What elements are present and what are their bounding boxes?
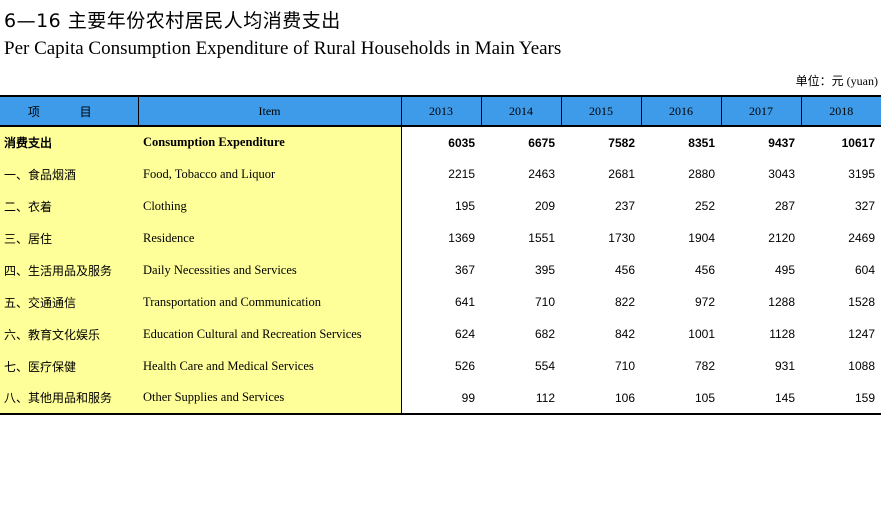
cell-value: 367 — [454, 263, 475, 277]
cell-value: 237 — [614, 199, 635, 213]
cell-value: 159 — [801, 382, 881, 415]
table-row: 六、教育文化娱乐 Education Cultural and Recreatio… — [0, 318, 881, 350]
cell-value: 10617 — [841, 135, 875, 150]
cell-value: 604 — [854, 263, 875, 277]
row-label-en: Other Supplies and Services — [138, 382, 402, 415]
table-row: 七、医疗保健 Health Care and Medical Services 52… — [0, 350, 881, 382]
cell-value: 1528 — [848, 295, 875, 309]
cell-value: 252 — [694, 199, 715, 213]
row-label-en: Transportation and Communication — [138, 286, 402, 318]
header-year: 2017 — [720, 95, 801, 127]
cell-value: 710 — [534, 295, 555, 309]
cell-value: 1128 — [769, 327, 795, 341]
header-year: 2018 — [800, 95, 881, 127]
unit-label: 单位：元 (yuan) — [795, 74, 878, 88]
row-label-en: Food, Tobacco and Liquor — [138, 158, 402, 190]
row-label-en: Consumption Expenditure — [138, 126, 402, 158]
cell-value: 112 — [481, 382, 561, 415]
cell-value: 1088 — [848, 359, 875, 373]
row-label-cn: 五、交通通信 — [0, 286, 138, 318]
cell-value: 1551 — [528, 231, 555, 245]
cell-value: 395 — [534, 263, 555, 277]
cell-value: 1247 — [848, 327, 875, 341]
row-label-cn: 二、衣着 — [0, 190, 138, 222]
row-label-cn: 七、医疗保健 — [0, 350, 138, 382]
row-label-en: Clothing — [138, 190, 402, 222]
table-row: 三、居住 Residence 1369 1551 1730 1904 2120 2469 — [0, 222, 881, 254]
cell-value: 782 — [694, 359, 715, 373]
cell-value: 287 — [774, 199, 795, 213]
cell-value: 6035 — [448, 135, 475, 150]
cell-value: 9437 — [768, 135, 795, 150]
cell-value: 641 — [454, 295, 475, 309]
page-title-en: Per Capita Consumption Expenditure of Ru… — [4, 38, 562, 59]
cell-value: 2215 — [448, 167, 475, 181]
row-label-en: Education Cultural and Recreation Servic… — [138, 318, 402, 350]
cell-value: 3195 — [848, 167, 875, 181]
cell-value: 8351 — [688, 135, 715, 150]
cell-value: 2120 — [768, 231, 795, 245]
header-year: 2015 — [560, 95, 641, 127]
cell-value: 99 — [401, 382, 481, 415]
cell-value: 3043 — [768, 167, 795, 181]
table-row: 四、生活用品及服务 Daily Necessities and Services 3… — [0, 254, 881, 286]
cell-value: 1288 — [768, 295, 795, 309]
cell-value: 7582 — [608, 135, 635, 150]
table-row-total: 消费支出 Consumption Expenditure 6035 6675 7582 8… — [0, 126, 881, 158]
cell-value: 209 — [534, 199, 555, 213]
cell-value: 456 — [614, 263, 635, 277]
row-label-cn: 三、居住 — [0, 222, 138, 254]
cell-value: 526 — [454, 359, 475, 373]
header-year: 2016 — [640, 95, 721, 127]
table-row: 二、衣着 Clothing 195 209 237 252 287 327 — [0, 190, 881, 222]
cell-value: 842 — [614, 327, 635, 341]
cell-value: 2469 — [848, 231, 875, 245]
cell-value: 145 — [721, 382, 801, 415]
cell-value: 554 — [534, 359, 555, 373]
cell-value: 972 — [694, 295, 715, 309]
cell-value: 6675 — [528, 135, 555, 150]
row-label-cn: 四、生活用品及服务 — [0, 254, 138, 286]
header-year: 2013 — [400, 95, 481, 127]
row-label-cn: 六、教育文化娱乐 — [0, 318, 138, 350]
row-label-cn: 八、其他用品和服务 — [0, 382, 138, 415]
cell-value: 106 — [561, 382, 641, 415]
table-row: 一、食品烟酒 Food, Tobacco and Liquor 2215 2463 26… — [0, 158, 881, 190]
expenditure-table: 项 目 Item 2013 2014 2015 2016 2017 2018 消… — [0, 95, 881, 415]
cell-value: 495 — [774, 263, 795, 277]
cell-value: 456 — [694, 263, 715, 277]
cell-value: 2880 — [688, 167, 715, 181]
row-label-cn: 消费支出 — [0, 126, 138, 158]
table-row: 五、交通通信 Transportation and Communication 64… — [0, 286, 881, 318]
header-year: 2014 — [480, 95, 561, 127]
row-label-en: Health Care and Medical Services — [138, 350, 402, 382]
header-item-en: Item — [137, 95, 401, 127]
cell-value: 2463 — [528, 167, 555, 181]
cell-value: 624 — [454, 327, 475, 341]
cell-value: 327 — [854, 199, 875, 213]
cell-value: 931 — [774, 359, 795, 373]
cell-value: 1369 — [448, 231, 475, 245]
row-label-cn: 一、食品烟酒 — [0, 158, 138, 190]
cell-value: 2681 — [608, 167, 635, 181]
header-item-cn: 项 目 — [0, 95, 138, 127]
cell-value: 1001 — [688, 327, 715, 341]
cell-value: 1730 — [608, 231, 635, 245]
cell-value: 710 — [614, 359, 635, 373]
cell-value: 1904 — [688, 231, 715, 245]
table-row: 八、其他用品和服务 Other Supplies and Services 99 11… — [0, 382, 881, 415]
cell-value: 682 — [534, 327, 555, 341]
table-header-row: 项 目 Item 2013 2014 2015 2016 2017 2018 — [0, 95, 881, 127]
cell-value: 105 — [641, 382, 721, 415]
row-label-en: Daily Necessities and Services — [138, 254, 402, 286]
page-title-cn: 6—16 主要年份农村居民人均消费支出 — [4, 10, 341, 32]
row-label-en: Residence — [138, 222, 402, 254]
cell-value: 822 — [614, 295, 635, 309]
cell-value: 195 — [454, 199, 475, 213]
